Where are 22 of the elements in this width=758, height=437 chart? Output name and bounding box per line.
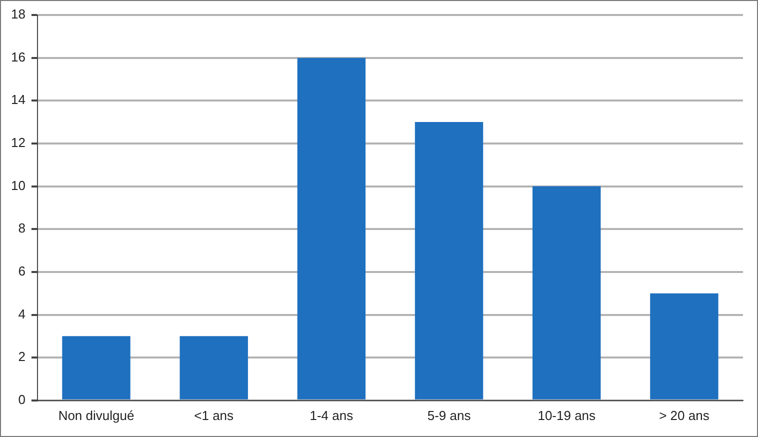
y-tick-label: 2: [18, 349, 26, 364]
bar: [180, 336, 248, 400]
y-tick-label: 12: [10, 135, 26, 150]
x-tick-label: 5-9 ans: [427, 408, 472, 423]
y-tick-label: 0: [18, 392, 26, 407]
bar: [532, 186, 601, 400]
x-tick-label: > 20 ans: [659, 408, 710, 423]
y-tick-label: 14: [10, 92, 26, 108]
bar: [297, 58, 366, 400]
x-tick-label: Non divulgué: [58, 408, 134, 423]
x-tick-label: 1-4 ans: [310, 408, 354, 423]
y-tick-label: 16: [10, 49, 26, 64]
y-tick-label: 4: [18, 306, 26, 322]
x-tick-label: 10-19 ans: [538, 408, 596, 423]
y-tick-label: 10: [10, 178, 26, 193]
x-tick-label: <1 ans: [194, 408, 234, 423]
bar: [414, 122, 484, 400]
y-tick-label: 18: [10, 6, 26, 22]
y-tick-label: 8: [18, 220, 26, 236]
bar: [62, 336, 130, 400]
bar: [650, 293, 718, 400]
y-tick-label: 6: [18, 264, 26, 279]
